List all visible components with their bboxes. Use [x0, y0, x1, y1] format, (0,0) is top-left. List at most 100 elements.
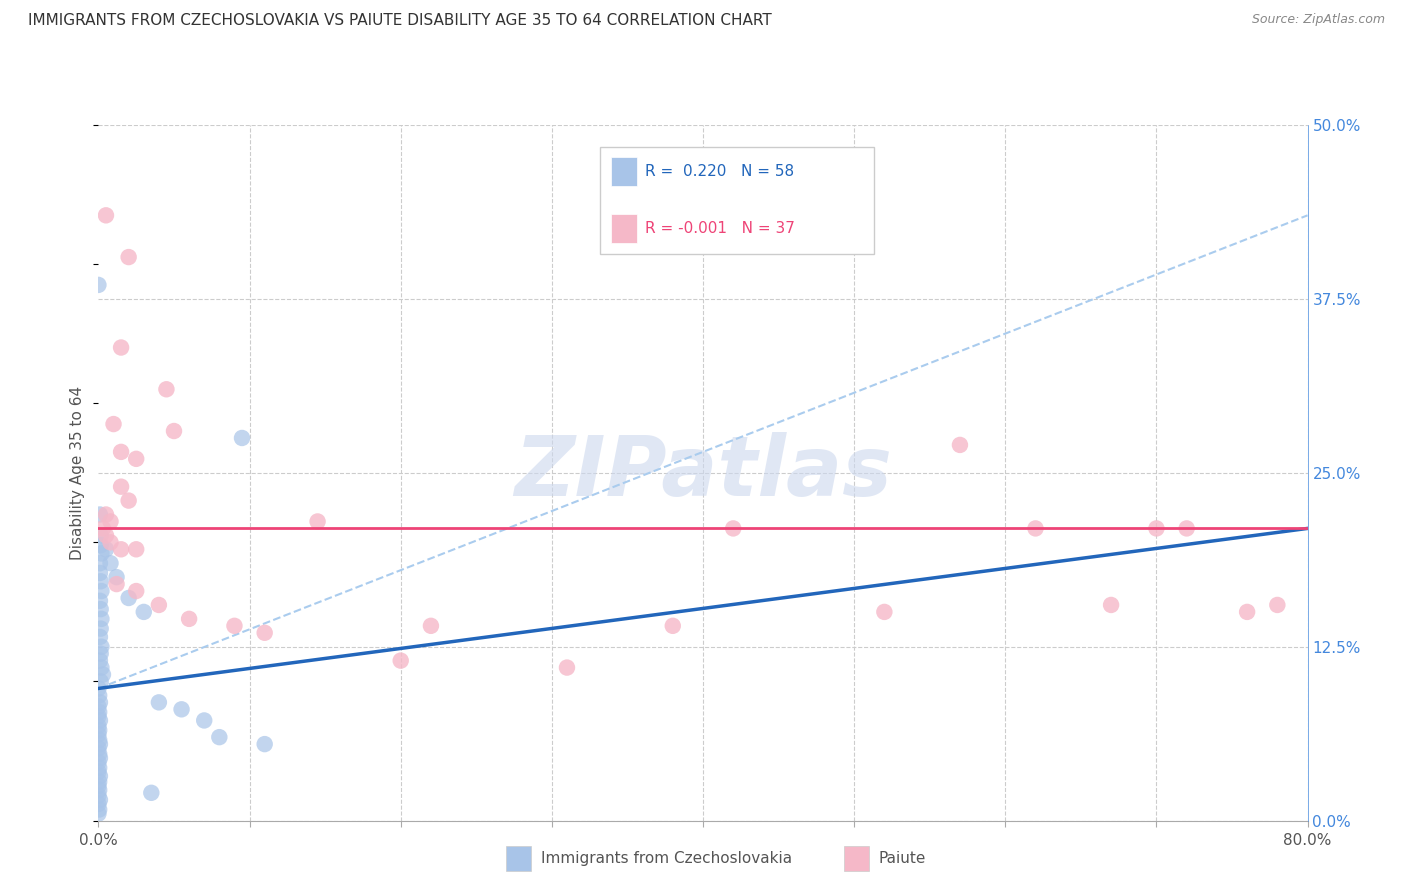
- Point: [90, 584, 112, 599]
- Point: [89, 508, 111, 522]
- Point: [163, 424, 186, 438]
- Point: [89, 769, 111, 783]
- Point: [100, 556, 122, 570]
- Point: [90, 574, 112, 589]
- Text: Paiute: Paiute: [879, 851, 927, 865]
- Point: [148, 695, 170, 709]
- Point: [89, 695, 111, 709]
- Point: [87, 727, 110, 741]
- Point: [89, 556, 111, 570]
- Point: [224, 619, 246, 633]
- Point: [89, 774, 111, 789]
- Point: [89, 803, 111, 817]
- Point: [90, 528, 112, 542]
- Point: [87, 755, 110, 769]
- Point: [231, 431, 253, 445]
- Point: [125, 584, 148, 599]
- Point: [89, 747, 111, 761]
- Point: [89, 654, 111, 668]
- Point: [110, 480, 132, 494]
- Point: [87, 779, 110, 793]
- Text: Source: ZipAtlas.com: Source: ZipAtlas.com: [1251, 13, 1385, 27]
- Point: [89, 566, 111, 580]
- Text: R =  0.220   N = 58: R = 0.220 N = 58: [645, 164, 794, 179]
- Point: [91, 521, 114, 535]
- Point: [90, 538, 112, 552]
- Text: ZIPatlas: ZIPatlas: [515, 433, 891, 513]
- Point: [132, 605, 155, 619]
- Point: [87, 719, 110, 733]
- Y-axis label: Disability Age 35 to 64: Disability Age 35 to 64: [70, 385, 86, 560]
- Point: [193, 714, 215, 728]
- Point: [105, 577, 128, 591]
- Point: [208, 730, 231, 744]
- Point: [1236, 605, 1258, 619]
- Point: [1267, 598, 1289, 612]
- Point: [118, 250, 141, 264]
- Point: [307, 515, 329, 529]
- Point: [94, 528, 117, 542]
- Point: [723, 521, 745, 535]
- Point: [87, 789, 110, 803]
- Point: [100, 535, 122, 549]
- Point: [179, 612, 201, 626]
- Point: [94, 542, 117, 557]
- Point: [94, 208, 117, 222]
- Point: [949, 438, 972, 452]
- Point: [87, 699, 110, 714]
- Point: [110, 542, 132, 557]
- Point: [94, 508, 117, 522]
- Point: [253, 737, 276, 751]
- Point: [91, 667, 114, 681]
- Point: [1099, 598, 1122, 612]
- Point: [110, 445, 132, 459]
- Point: [1146, 521, 1168, 535]
- Point: [170, 702, 193, 716]
- Point: [87, 806, 110, 821]
- Point: [90, 546, 112, 560]
- Point: [389, 654, 412, 668]
- Point: [420, 619, 443, 633]
- Point: [1024, 521, 1046, 535]
- Point: [87, 681, 110, 696]
- Point: [555, 660, 578, 674]
- Point: [125, 451, 148, 466]
- Point: [89, 751, 111, 765]
- Point: [253, 625, 276, 640]
- Point: [105, 570, 128, 584]
- Point: [89, 783, 111, 797]
- Point: [110, 341, 132, 355]
- Point: [100, 515, 122, 529]
- Text: R = -0.001   N = 37: R = -0.001 N = 37: [645, 221, 794, 236]
- Point: [90, 640, 112, 654]
- Point: [155, 382, 177, 396]
- Point: [90, 602, 112, 616]
- Point: [89, 793, 111, 807]
- Point: [87, 277, 110, 292]
- Point: [89, 705, 111, 719]
- Point: [1175, 521, 1198, 535]
- Point: [87, 764, 110, 779]
- Point: [89, 714, 111, 728]
- Point: [873, 605, 896, 619]
- Point: [87, 797, 110, 811]
- Point: [141, 786, 163, 800]
- Point: [89, 761, 111, 775]
- Text: IMMIGRANTS FROM CZECHOSLOVAKIA VS PAIUTE DISABILITY AGE 35 TO 64 CORRELATION CHA: IMMIGRANTS FROM CZECHOSLOVAKIA VS PAIUTE…: [28, 13, 772, 29]
- Point: [90, 660, 112, 674]
- Point: [89, 630, 111, 644]
- Point: [89, 689, 111, 703]
- Point: [87, 741, 110, 756]
- Point: [148, 598, 170, 612]
- Point: [125, 542, 148, 557]
- Text: Immigrants from Czechoslovakia: Immigrants from Czechoslovakia: [541, 851, 793, 865]
- Point: [118, 591, 141, 605]
- Point: [89, 737, 111, 751]
- Point: [103, 417, 125, 431]
- Point: [89, 723, 111, 738]
- Point: [89, 594, 111, 608]
- Point: [87, 709, 110, 723]
- Point: [90, 647, 112, 661]
- Point: [90, 612, 112, 626]
- Point: [90, 674, 112, 689]
